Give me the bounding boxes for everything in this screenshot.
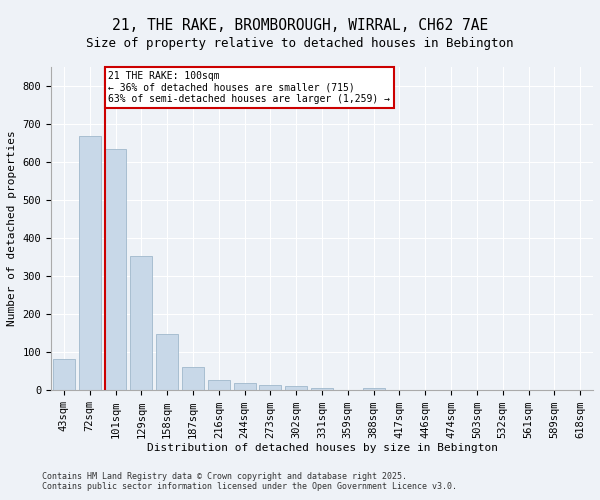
Text: Contains public sector information licensed under the Open Government Licence v3: Contains public sector information licen… xyxy=(42,482,457,491)
Bar xyxy=(130,256,152,390)
Bar xyxy=(79,136,101,390)
Bar xyxy=(182,366,204,390)
Bar xyxy=(259,384,281,390)
Bar xyxy=(233,382,256,390)
X-axis label: Distribution of detached houses by size in Bebington: Distribution of detached houses by size … xyxy=(146,443,497,453)
Bar xyxy=(208,380,230,390)
Bar xyxy=(285,386,307,390)
Bar xyxy=(104,150,127,390)
Bar xyxy=(53,358,75,390)
Text: 21, THE RAKE, BROMBOROUGH, WIRRAL, CH62 7AE: 21, THE RAKE, BROMBOROUGH, WIRRAL, CH62 … xyxy=(112,18,488,32)
Text: 21 THE RAKE: 100sqm
← 36% of detached houses are smaller (715)
63% of semi-detac: 21 THE RAKE: 100sqm ← 36% of detached ho… xyxy=(109,70,391,104)
Bar xyxy=(362,388,385,390)
Y-axis label: Number of detached properties: Number of detached properties xyxy=(7,130,17,326)
Text: Contains HM Land Registry data © Crown copyright and database right 2025.: Contains HM Land Registry data © Crown c… xyxy=(42,472,407,481)
Bar xyxy=(311,388,333,390)
Bar xyxy=(156,334,178,390)
Text: Size of property relative to detached houses in Bebington: Size of property relative to detached ho… xyxy=(86,38,514,51)
